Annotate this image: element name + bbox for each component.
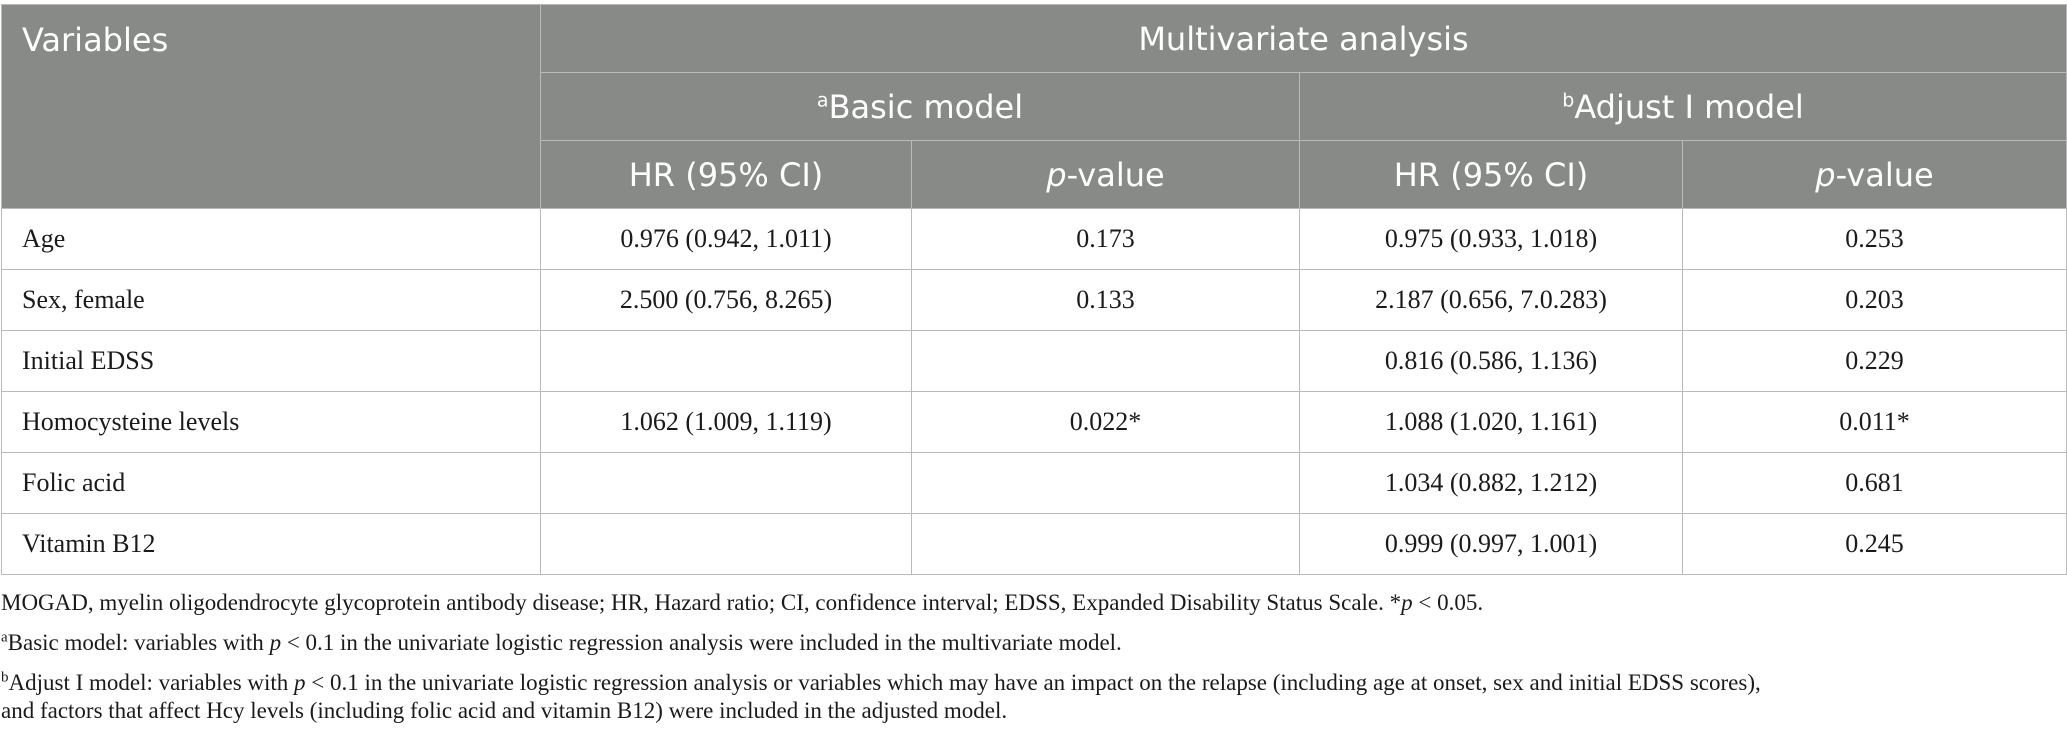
header-adjust-model: bAdjust I model [1298, 72, 2067, 141]
adjust-sup: b [1562, 88, 1575, 111]
results-table: Variables Multivariate analysis aBasic m… [1, 4, 2067, 575]
table-row: Folic acid 1.034 (0.882, 1.212) 0.681 [1, 452, 2067, 514]
cell-adjust-p: 0.245 [1681, 513, 2067, 575]
footnote-a-post: < 0.1 in the univariate logistic regress… [281, 630, 1122, 655]
table-row: Initial EDSS 0.816 (0.586, 1.136) 0.229 [1, 330, 2067, 392]
cell-basic-p [911, 452, 1300, 514]
cell-adjust-hr: 1.034 (0.882, 1.212) [1299, 452, 1683, 514]
cell-adjust-p: 0.203 [1681, 269, 2067, 331]
header-basic-hr: HR (95% CI) [540, 140, 912, 209]
p-italic: p [1815, 155, 1836, 194]
cell-adjust-hr: 0.816 (0.586, 1.136) [1299, 330, 1683, 392]
table-row: Age 0.976 (0.942, 1.011) 0.173 0.975 (0.933… [1, 208, 2067, 270]
cell-basic-p: 0.133 [911, 269, 1300, 331]
footnote-abbrev-tail: < 0.05. [1412, 590, 1484, 615]
footnote-a-sup: a [1, 629, 8, 646]
table-figure: Variables Multivariate analysis aBasic m… [0, 4, 2067, 737]
adjust-label: Adjust I model [1574, 87, 1804, 126]
table-row: Homocysteine levels 1.062 (1.009, 1.119) 0… [1, 391, 2067, 453]
header-adjust-p: p-value [1681, 140, 2067, 209]
cell-variable: Initial EDSS [1, 330, 541, 392]
header-variables: Variables [1, 4, 541, 209]
header-adjust-hr: HR (95% CI) [1299, 140, 1683, 209]
basic-sup: a [816, 88, 829, 111]
footnote-b-line1: < 0.1 in the univariate logistic regress… [305, 670, 1761, 695]
cell-variable: Age [1, 208, 541, 270]
cell-variable: Vitamin B12 [1, 513, 541, 575]
cell-basic-hr: 0.976 (0.942, 1.011) [540, 208, 912, 270]
cell-variable: Folic acid [1, 452, 541, 514]
cell-basic-hr: 2.500 (0.756, 8.265) [540, 269, 912, 331]
header-multivariate: Multivariate analysis [539, 4, 2067, 73]
cell-variable: Homocysteine levels [1, 391, 541, 453]
table-row: Sex, female 2.500 (0.756, 8.265) 0.133 2.18… [1, 269, 2067, 331]
footnote-abbrev-text: MOGAD, myelin oligodendrocyte glycoprote… [1, 590, 1402, 615]
cell-basic-p: 0.022* [911, 391, 1300, 453]
cell-basic-p: 0.173 [911, 208, 1300, 270]
cell-basic-p [911, 330, 1300, 392]
cell-adjust-hr: 1.088 (1.020, 1.161) [1299, 391, 1683, 453]
cell-adjust-p: 0.681 [1681, 452, 2067, 514]
footnote-a-pre: Basic model: variables with [7, 630, 270, 655]
footnote-b-line2: and factors that affect Hcy levels (incl… [1, 698, 1008, 723]
cell-basic-hr [540, 452, 912, 514]
cell-basic-p [911, 513, 1300, 575]
basic-label: Basic model [828, 87, 1024, 126]
footnote-b-pre: Adjust I model: variables with [8, 670, 295, 695]
cell-basic-hr: 1.062 (1.009, 1.119) [540, 391, 912, 453]
cell-adjust-hr: 2.187 (0.656, 7.0.283) [1299, 269, 1683, 331]
table-row: Vitamin B12 0.999 (0.997, 1.001) 0.245 [1, 513, 2067, 575]
cell-basic-hr [540, 330, 912, 392]
cell-basic-hr [540, 513, 912, 575]
cell-adjust-hr: 0.975 (0.933, 1.018) [1299, 208, 1683, 270]
footnote-b-p: p [294, 670, 306, 695]
cell-adjust-p: 0.011* [1681, 391, 2067, 453]
footnote-abbrev-p: p [1401, 590, 1413, 615]
cell-adjust-p: 0.229 [1681, 330, 2067, 392]
footnote-a-p: p [269, 630, 282, 655]
cell-adjust-hr: 0.999 (0.997, 1.001) [1299, 513, 1683, 575]
footnote-abbreviations: MOGAD, myelin oligodendrocyte glycoprote… [1, 589, 2067, 617]
footnote-a: aBasic model: variables with p < 0.1 in … [1, 629, 2067, 657]
footnote-b-sup: b [1, 669, 9, 686]
header-basic-p: p-value [911, 140, 1300, 209]
p-rest: -value [1835, 155, 1934, 194]
p-rest: -value [1066, 155, 1165, 194]
cell-variable: Sex, female [1, 269, 541, 331]
p-italic: p [1046, 155, 1067, 194]
cell-adjust-p: 0.253 [1681, 208, 2067, 270]
table-footnotes: MOGAD, myelin oligodendrocyte glycoprote… [0, 589, 2067, 725]
header-basic-model: aBasic model [540, 72, 1300, 141]
footnote-b: bAdjust I model: variables with p < 0.1 … [1, 669, 2067, 725]
